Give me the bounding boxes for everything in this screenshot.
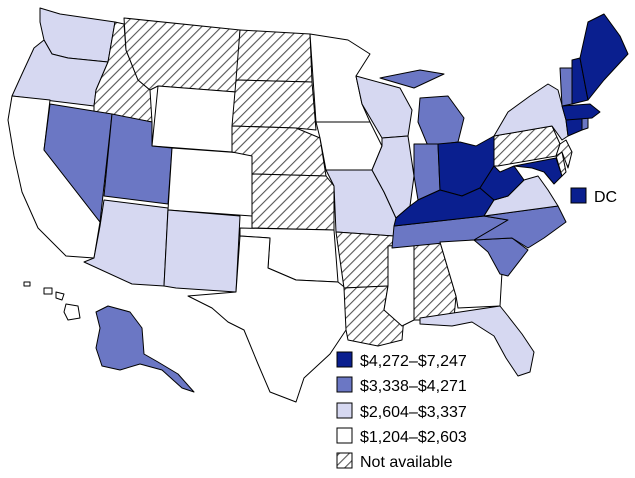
state-mississippi [383, 243, 415, 327]
state-massachusetts [561, 103, 601, 121]
legend-swatch-high [336, 376, 353, 393]
state-nevada [43, 103, 113, 223]
legend: $4,272–$7,247 $3,338–$4,271 $2,604–$3,33… [336, 351, 467, 471]
legend-swatch-mid [336, 402, 353, 419]
legend-swatch-na [336, 452, 353, 469]
legend-label-high: $3,338–$4,271 [360, 378, 467, 395]
state-kentucky [393, 187, 495, 227]
legend-label-low: $1,204–$2,603 [360, 429, 467, 446]
state-colorado [167, 147, 257, 217]
state-maryland [513, 157, 563, 185]
state-new-jersey [555, 139, 573, 169]
state-alaska [95, 305, 195, 393]
legend-swatch-low [336, 427, 353, 444]
legend-label-top: $4,272–$7,247 [360, 353, 467, 370]
state-south-dakota [231, 79, 317, 131]
state-wyoming [151, 85, 237, 153]
state-hawaii [23, 281, 81, 321]
state-north-carolina [473, 205, 567, 249]
dc-label: DC [594, 189, 617, 206]
legend-label-na: Not available [360, 454, 453, 471]
state-new-mexico [163, 209, 241, 293]
state-montana [123, 17, 241, 93]
state-north-dakota [235, 29, 313, 83]
state-iowa [315, 121, 383, 171]
state-connecticut [565, 117, 583, 137]
legend-label-mid: $2,604–$3,337 [360, 404, 467, 421]
dc-swatch [570, 187, 587, 204]
state-texas [187, 235, 349, 403]
state-west-virginia [479, 165, 525, 201]
state-maine [579, 13, 629, 101]
state-rhode-island [581, 117, 589, 131]
state-florida [419, 305, 535, 377]
legend-swatch-top [336, 351, 353, 368]
state-arkansas [335, 231, 395, 289]
state-vermont [559, 67, 573, 107]
state-kansas [251, 173, 335, 231]
